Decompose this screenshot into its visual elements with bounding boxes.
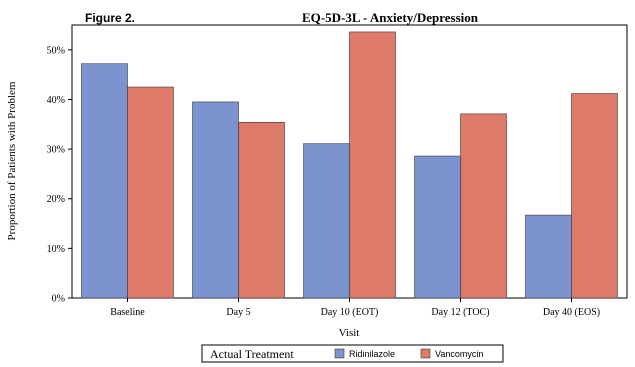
bar-ridinilazole-baseline (81, 63, 128, 299)
x-axis: Baseline Day 5 Day 10 (EOT) Day 12 (TOC) Day… (110, 298, 600, 318)
bar-vancomycin-baseline (127, 86, 174, 299)
bars (81, 31, 618, 299)
y-axis: 0% 10% 20% 30% 40% 50% (47, 45, 72, 305)
bar-vancomycin-day-40-eos (571, 93, 618, 299)
x-tick-label: Day 5 (226, 307, 250, 318)
y-tick-label: 10% (47, 244, 65, 255)
legend-title: Actual Treatment (210, 347, 294, 361)
bar-ridinilazole-day-40-eos (525, 214, 572, 299)
bar-ridinilazole-day-12-toc (414, 155, 461, 299)
legend-label-ridinilazole: Ridinilazole (349, 349, 395, 359)
legend-swatch-ridinilazole (334, 348, 345, 359)
y-tick-label: 50% (47, 45, 65, 56)
x-tick-label: Baseline (110, 307, 145, 318)
bar-vancomycin-day-10-eot (349, 31, 396, 299)
bar-vancomycin-day-5 (238, 121, 285, 299)
x-tick-label: Day 12 (TOC) (431, 307, 489, 318)
legend-frame (201, 344, 504, 363)
chart-title: EQ-5D-3L - Anxiety/Depression (302, 10, 479, 25)
y-tick-label: 30% (47, 145, 65, 156)
y-axis-label: Proportion of Patients with Problem (6, 81, 18, 240)
x-tick-label: Day 10 (EOT) (321, 307, 379, 318)
figure-label: Figure 2. (85, 11, 135, 25)
legend: Actual Treatment Ridinilazole Vancomycin (201, 344, 504, 363)
y-tick-label: 40% (47, 95, 65, 106)
legend-swatch-vancomycin (420, 348, 431, 359)
bar-ridinilazole-day-10-eot (303, 143, 350, 299)
bar-ridinilazole-day-5 (192, 101, 239, 299)
y-tick-label: 20% (47, 194, 65, 205)
y-tick-label: 0% (52, 294, 65, 305)
legend-label-vancomycin: Vancomycin (435, 349, 483, 359)
x-axis-label: Visit (339, 327, 360, 339)
bar-vancomycin-day-12-toc (460, 113, 507, 299)
x-tick-label: Day 40 (EOS) (543, 307, 600, 318)
